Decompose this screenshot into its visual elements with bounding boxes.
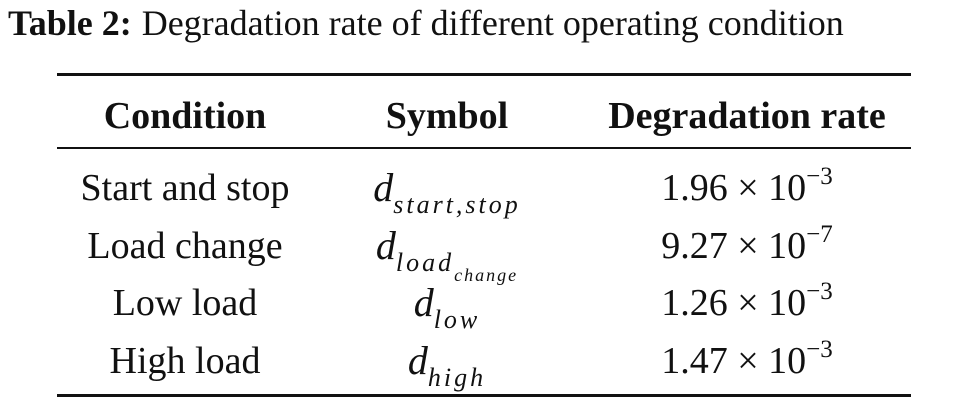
symbol-sub: low (433, 305, 481, 334)
symbol-base: d (373, 165, 394, 210)
symbol-base: d (375, 223, 396, 268)
symbol-cell: dlow (414, 281, 481, 342)
symbol-sub-wrap: loadchange (395, 248, 518, 285)
header: Degradation rate (608, 95, 886, 137)
rate-exponent: −7 (806, 221, 833, 248)
condition-cell: Start and stop (80, 167, 290, 209)
caption-label: Table 2: (8, 3, 132, 43)
symbol-subsub: change (454, 265, 519, 285)
bottom-rule (57, 394, 911, 397)
symbol-sub: load (395, 248, 455, 277)
condition-cell: High load (109, 340, 261, 382)
caption-text: Degradation rate of different operating … (141, 3, 844, 43)
mid-rule (57, 147, 911, 149)
rate-cell: 1.96 × 10−3 (661, 163, 833, 210)
condition-cell: Low load (112, 282, 258, 324)
rate-cell: 1.47 × 10−3 (661, 336, 833, 383)
condition-cell: Load change (87, 225, 283, 267)
rate-text: 9.27 × 10 (661, 225, 807, 267)
header: Symbol (385, 95, 509, 137)
symbol-sub: start,stop (393, 190, 521, 219)
symbol-sub: high (427, 363, 487, 392)
symbol-cell: dhigh (408, 339, 486, 400)
caption: Table 2: Degradation rate of different op… (8, 2, 844, 44)
rate-exponent: −3 (806, 336, 833, 363)
symbol-base: d (413, 280, 434, 325)
rate-cell: 1.26 × 10−3 (661, 278, 833, 325)
rate-text: 1.96 × 10 (661, 167, 807, 209)
symbol-base: d (407, 338, 428, 383)
rate-text: 1.26 × 10 (661, 282, 807, 324)
top-rule (57, 73, 911, 76)
rate-exponent: −3 (806, 163, 833, 190)
rate-text: 1.47 × 10 (661, 340, 807, 382)
symbol-cell: dstart,stop (373, 166, 521, 227)
header: Condition (103, 95, 267, 137)
symbol-cell: dloadchange (376, 224, 518, 297)
rate-exponent: −3 (806, 278, 833, 305)
rate-cell: 9.27 × 10−7 (661, 221, 833, 268)
